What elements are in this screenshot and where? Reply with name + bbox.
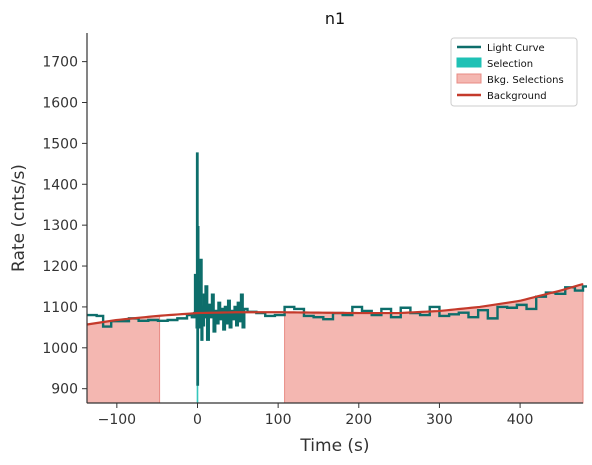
x-ticks: −100 0 100 200 300 400 <box>98 403 534 428</box>
y-tick-label: 1600 <box>42 96 78 112</box>
y-tick-label: 1500 <box>42 136 78 152</box>
legend-entry: Bkg. Selections <box>456 73 564 86</box>
light-curve-series <box>87 152 587 386</box>
y-tick-label: 1200 <box>42 259 78 275</box>
background-fit-layer <box>86 282 584 326</box>
legend-label: Background <box>487 91 547 102</box>
bkg-selection-2 <box>284 283 584 404</box>
legend-swatch-patch <box>456 73 482 84</box>
y-tick-label: 1700 <box>42 55 78 71</box>
legend-label: Light Curve <box>487 43 545 54</box>
chart-title: n1 <box>325 9 345 28</box>
legend-entry: Background <box>457 91 547 102</box>
plot-area <box>86 152 587 404</box>
light-curve-layer <box>87 152 587 386</box>
bkg-selection-1 <box>86 315 161 404</box>
legend-entry: Light Curve <box>457 43 545 54</box>
legend-label: Bkg. Selections <box>487 75 564 86</box>
y-tick-label: 1300 <box>42 218 78 234</box>
legend-box <box>450 37 578 107</box>
x-tick-label: −100 <box>98 412 136 428</box>
x-tick-label: 400 <box>507 412 534 428</box>
legend-swatch-patch <box>456 57 482 68</box>
legend-entry: Selection <box>456 57 533 70</box>
y-tick-label: 1000 <box>42 341 78 357</box>
y-ticks: 900 1000 1100 1200 1300 1400 1500 1600 1700 <box>42 55 87 398</box>
y-axis-label: Rate (cnts/s) <box>9 164 29 272</box>
x-tick-label: 200 <box>345 412 372 428</box>
axes <box>86 33 583 404</box>
y-tick-label: 1400 <box>42 177 78 193</box>
x-tick-label: 100 <box>265 412 292 428</box>
x-tick-label: 300 <box>426 412 453 428</box>
x-tick-label: 0 <box>193 412 202 428</box>
y-tick-label: 900 <box>51 382 78 398</box>
legend: Light Curve Selection Bkg. Selections Backg… <box>450 37 578 107</box>
legend-label: Selection <box>487 59 533 70</box>
background-fit-line <box>86 282 584 326</box>
y-tick-label: 1100 <box>42 300 78 316</box>
x-axis-label: Time (s) <box>299 436 369 456</box>
